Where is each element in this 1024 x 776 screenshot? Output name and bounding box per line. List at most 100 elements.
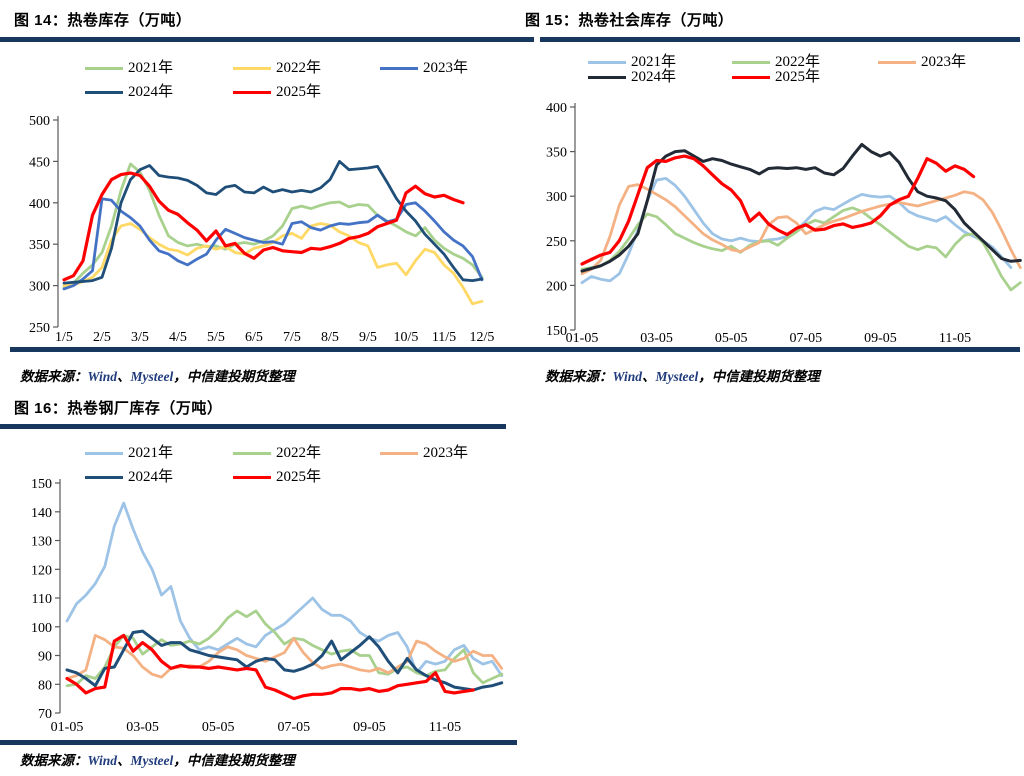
- legend-label: 2025年: [775, 69, 821, 85]
- source-wind: Wind: [87, 753, 118, 768]
- legend-label: 2021年: [128, 445, 174, 461]
- series-line-2021年: [62, 162, 484, 289]
- data-source-note: 数据来源：Wind、Mysteel，中信建投期货整理: [545, 365, 820, 385]
- x-tick-label: 9/5: [359, 330, 377, 345]
- figure-14-title: 图 14：热卷库存（万吨）: [14, 12, 192, 29]
- legend-label: 2022年: [775, 54, 821, 70]
- x-tick-label: 6/5: [245, 330, 263, 345]
- legend-line-swatch: [380, 451, 418, 456]
- series-line-2025年: [65, 633, 475, 701]
- figure-16-line-chart: 70 80 90 100 110 120 130 140 150 01-05 03-05 05-05 0…: [31, 477, 504, 735]
- figure-15-title: 图 15：热卷社会库存（万吨）: [525, 12, 734, 29]
- legend-label: 2024年: [128, 84, 174, 100]
- series-line-2025年: [62, 171, 465, 282]
- y-tick-label: 400: [29, 197, 50, 212]
- legend-line-swatch: [85, 90, 123, 95]
- source-prefix: 数据来源：: [20, 753, 88, 768]
- legend-label: 2023年: [921, 54, 967, 70]
- title-rule: [0, 37, 534, 42]
- y-tick-label: 70: [38, 707, 52, 722]
- legend-label: 2022年: [276, 445, 322, 461]
- x-tick-label: 09-05: [864, 331, 897, 346]
- y-tick-label: 400: [546, 101, 567, 116]
- source-suffix: ，中信建投期货整理: [698, 369, 820, 384]
- x-tick-label: 2/5: [93, 330, 111, 345]
- legend-item: 2023年: [380, 445, 468, 462]
- source-sep: 、: [117, 369, 131, 384]
- legend-label: 2024年: [631, 69, 677, 85]
- y-tick-label: 350: [29, 238, 50, 253]
- source-sep: 、: [642, 369, 656, 384]
- source-suffix: ，中信建投期货整理: [173, 369, 295, 384]
- legend-item: 2024年: [85, 84, 173, 101]
- x-tick-label: 3/5: [131, 330, 149, 345]
- source-mysteel: Mysteel: [130, 753, 174, 768]
- source-wind: Wind: [87, 369, 118, 384]
- legend-line-swatch: [85, 475, 123, 480]
- series-line-2025年: [580, 154, 976, 266]
- y-tick-label: 250: [546, 235, 567, 250]
- y-tick-label: 130: [31, 535, 52, 550]
- legend-label: 2022年: [276, 60, 322, 76]
- legend-item: 2025年: [233, 84, 321, 101]
- x-tick-label: 7/5: [283, 330, 301, 345]
- legend-item: 2023年: [878, 54, 966, 71]
- y-tick-label: 300: [546, 190, 567, 205]
- title-rule: [540, 37, 1020, 42]
- legend-item: 2025年: [233, 469, 321, 486]
- x-tick-label: 11-05: [429, 720, 461, 735]
- legend-item: 2022年: [732, 54, 820, 71]
- y-tick-label: 200: [546, 279, 567, 294]
- x-tick-label: 07-05: [789, 331, 822, 346]
- data-source-note: 数据来源：Wind、Mysteel，中信建投期货整理: [20, 365, 295, 385]
- legend-label: 2023年: [423, 60, 469, 76]
- source-prefix: 数据来源：: [20, 369, 88, 384]
- x-tick-label: 1/5: [55, 330, 73, 345]
- legend-label: 2024年: [128, 469, 174, 485]
- legend-label: 2021年: [631, 54, 677, 70]
- legend-label: 2025年: [276, 469, 322, 485]
- x-tick-label: 8/5: [321, 330, 339, 345]
- x-tick-label: 01-05: [566, 331, 599, 346]
- source-mysteel: Mysteel: [655, 369, 699, 384]
- source-sep: 、: [117, 753, 131, 768]
- y-tick-label: 150: [546, 324, 567, 339]
- source-suffix: ，中信建投期货整理: [173, 753, 295, 768]
- y-tick-label: 110: [32, 592, 52, 607]
- x-tick-label: 03-05: [126, 720, 159, 735]
- legend-item: 2022年: [233, 445, 321, 462]
- y-tick-label: 450: [29, 155, 50, 170]
- x-tick-label: 05-05: [715, 331, 748, 346]
- series-line-2022年: [580, 206, 1022, 292]
- legend-item: 2022年: [233, 60, 321, 77]
- x-tick-label: 01-05: [51, 720, 84, 735]
- series-line-2023年: [62, 197, 484, 291]
- legend-item: 2021年: [588, 54, 676, 71]
- data-source-note: 数据来源：Wind、Mysteel，中信建投期货整理: [20, 749, 295, 769]
- source-prefix: 数据来源：: [545, 369, 613, 384]
- y-tick-label: 120: [31, 563, 52, 578]
- legend-item: 2021年: [85, 445, 173, 462]
- legend-line-swatch: [878, 60, 916, 65]
- x-tick-label: 4/5: [169, 330, 187, 345]
- x-tick-label: 11/5: [432, 330, 456, 345]
- legend-line-swatch: [233, 475, 271, 480]
- legend-line-swatch: [233, 451, 271, 456]
- legend-line-swatch: [380, 66, 418, 71]
- y-tick-label: 500: [29, 114, 50, 129]
- series-line-2022年: [65, 609, 504, 688]
- legend-label: 2021年: [128, 60, 174, 76]
- series-line-2023年: [65, 633, 504, 680]
- legend-item: 2021年: [85, 60, 173, 77]
- legend-line-swatch: [85, 66, 123, 71]
- legend-line-swatch: [233, 66, 271, 71]
- legend-line-swatch: [85, 451, 123, 456]
- legend-line-swatch: [588, 60, 626, 65]
- y-tick-label: 140: [31, 506, 52, 521]
- legend-line-swatch: [732, 60, 770, 65]
- series-line-2024年: [65, 629, 504, 692]
- x-tick-label: 11-05: [939, 331, 971, 346]
- legend-line-swatch: [588, 75, 626, 80]
- legend-item: 2024年: [85, 469, 173, 486]
